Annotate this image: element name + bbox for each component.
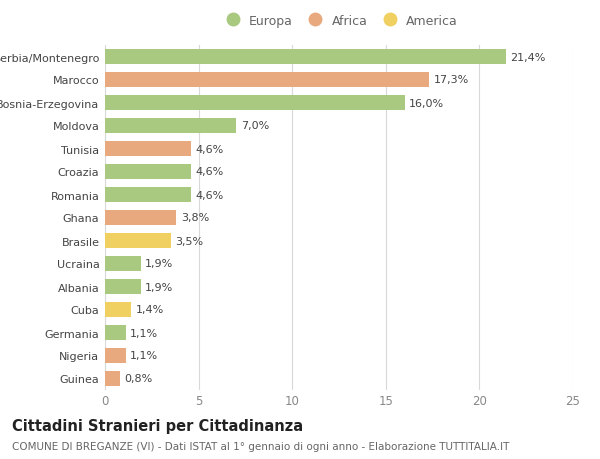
Text: 3,8%: 3,8% bbox=[181, 213, 209, 223]
Text: 1,9%: 1,9% bbox=[145, 282, 173, 292]
Bar bbox=[105, 325, 125, 340]
Text: 1,1%: 1,1% bbox=[130, 351, 158, 361]
Bar bbox=[105, 302, 131, 317]
Text: 4,6%: 4,6% bbox=[196, 190, 224, 200]
Bar bbox=[105, 188, 191, 202]
Bar bbox=[105, 50, 506, 65]
Bar bbox=[105, 119, 236, 134]
Text: 0,8%: 0,8% bbox=[125, 374, 153, 384]
Text: 1,9%: 1,9% bbox=[145, 259, 173, 269]
Text: 3,5%: 3,5% bbox=[175, 236, 203, 246]
Bar bbox=[105, 211, 176, 225]
Legend: Europa, Africa, America: Europa, Africa, America bbox=[215, 10, 463, 33]
Bar bbox=[105, 165, 191, 179]
Bar bbox=[105, 73, 429, 88]
Text: 1,4%: 1,4% bbox=[136, 305, 164, 315]
Text: COMUNE DI BREGANZE (VI) - Dati ISTAT al 1° gennaio di ogni anno - Elaborazione T: COMUNE DI BREGANZE (VI) - Dati ISTAT al … bbox=[12, 441, 509, 451]
Text: Cittadini Stranieri per Cittadinanza: Cittadini Stranieri per Cittadinanza bbox=[12, 418, 303, 433]
Text: 7,0%: 7,0% bbox=[241, 121, 269, 131]
Text: 17,3%: 17,3% bbox=[434, 75, 469, 85]
Bar bbox=[105, 234, 170, 248]
Text: 21,4%: 21,4% bbox=[510, 52, 545, 62]
Text: 1,1%: 1,1% bbox=[130, 328, 158, 338]
Text: 4,6%: 4,6% bbox=[196, 144, 224, 154]
Bar bbox=[105, 371, 120, 386]
Bar bbox=[105, 280, 140, 294]
Bar bbox=[105, 142, 191, 157]
Text: 16,0%: 16,0% bbox=[409, 98, 445, 108]
Bar bbox=[105, 96, 404, 111]
Text: 4,6%: 4,6% bbox=[196, 167, 224, 177]
Bar bbox=[105, 348, 125, 363]
Bar bbox=[105, 257, 140, 271]
